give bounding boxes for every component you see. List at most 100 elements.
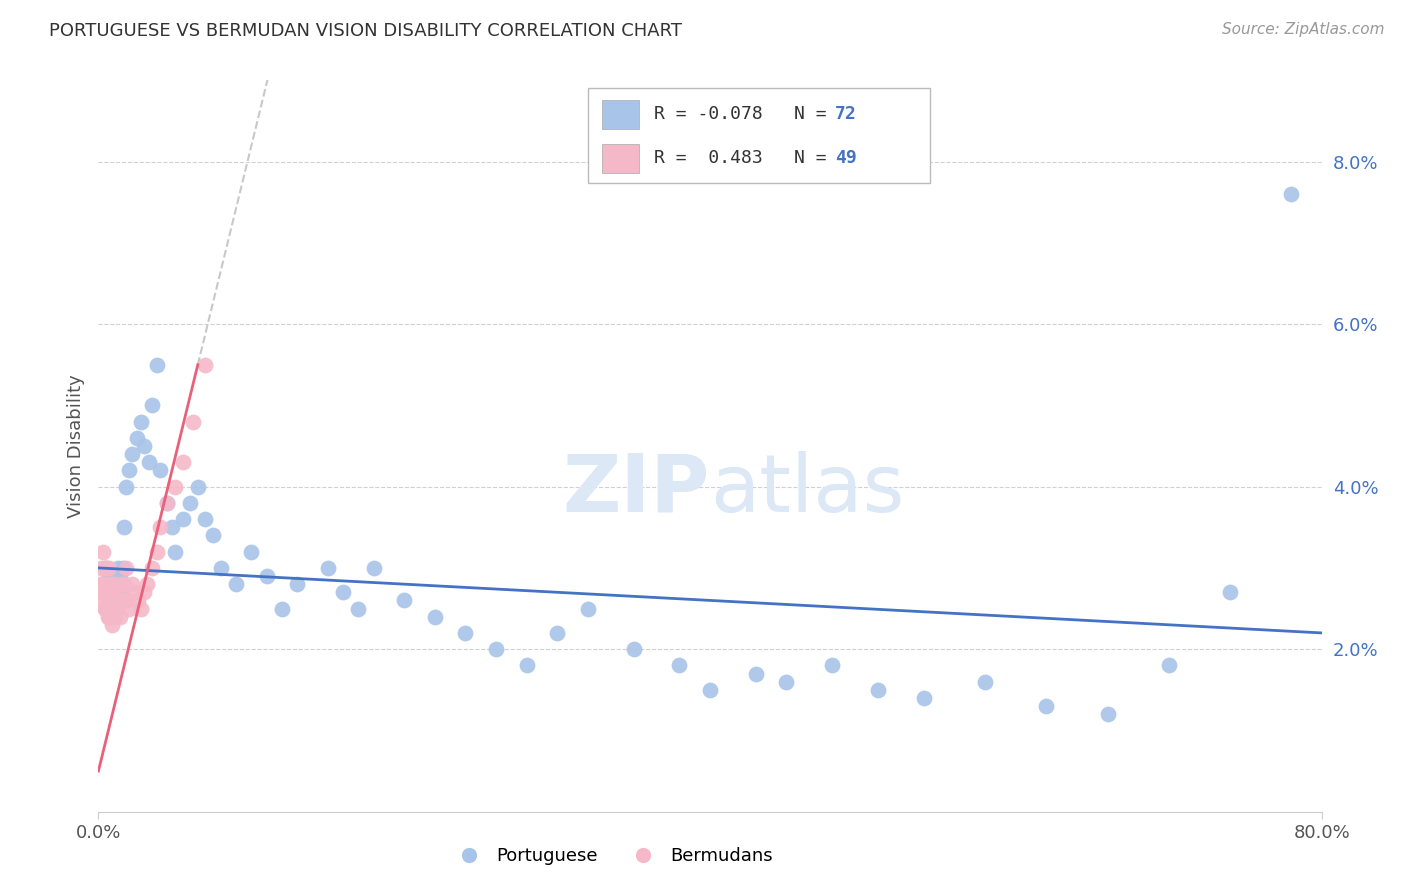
Point xyxy=(576,601,599,615)
Text: R =  0.483: R = 0.483 xyxy=(654,149,762,167)
Point xyxy=(97,593,120,607)
Point xyxy=(125,431,148,445)
Legend: Portuguese, Bermudans: Portuguese, Bermudans xyxy=(444,839,780,872)
Point xyxy=(141,398,163,412)
Point xyxy=(194,512,217,526)
Point xyxy=(104,593,127,607)
Point xyxy=(107,585,129,599)
Point xyxy=(112,520,135,534)
Point xyxy=(423,609,446,624)
Point xyxy=(89,577,111,591)
Point xyxy=(93,585,115,599)
Point xyxy=(145,358,167,372)
Point xyxy=(107,585,129,599)
Bar xyxy=(602,100,640,129)
Text: N =: N = xyxy=(794,105,838,123)
Point xyxy=(107,561,129,575)
Point xyxy=(516,658,538,673)
Point xyxy=(103,577,125,591)
Point xyxy=(485,642,508,657)
Point xyxy=(1157,658,1180,673)
Point xyxy=(974,674,997,689)
Point xyxy=(454,626,477,640)
Point xyxy=(699,682,721,697)
Point xyxy=(1219,585,1241,599)
Point xyxy=(111,593,134,607)
Point xyxy=(332,585,354,599)
Point xyxy=(98,561,121,575)
Point xyxy=(101,593,124,607)
Point xyxy=(98,609,121,624)
Point xyxy=(127,593,149,607)
Point xyxy=(101,617,124,632)
Point xyxy=(104,569,127,583)
Point xyxy=(90,585,112,599)
Text: 72: 72 xyxy=(835,105,856,123)
Point xyxy=(93,585,115,599)
Point xyxy=(111,561,134,575)
Point xyxy=(94,561,117,575)
Point xyxy=(129,415,152,429)
Point xyxy=(546,626,568,640)
Point xyxy=(103,601,125,615)
Point xyxy=(129,601,152,615)
Point xyxy=(108,609,131,624)
Point xyxy=(316,561,339,575)
Point xyxy=(91,544,114,558)
Point xyxy=(202,528,225,542)
Bar xyxy=(602,144,640,173)
Point xyxy=(149,520,172,534)
Point xyxy=(134,585,156,599)
Text: atlas: atlas xyxy=(710,450,904,529)
Point xyxy=(363,561,385,575)
Point xyxy=(134,439,156,453)
FancyBboxPatch shape xyxy=(588,87,931,183)
Point xyxy=(98,569,121,583)
Point xyxy=(91,593,114,607)
Point xyxy=(172,455,194,469)
Point xyxy=(110,577,132,591)
Point xyxy=(240,544,263,558)
Text: 49: 49 xyxy=(835,149,856,167)
Point xyxy=(121,447,143,461)
Point xyxy=(179,496,201,510)
Point xyxy=(145,544,167,558)
Point xyxy=(347,601,370,615)
Point xyxy=(100,577,122,591)
Point xyxy=(160,520,183,534)
Point xyxy=(1035,699,1057,714)
Point xyxy=(103,601,125,615)
Point xyxy=(105,601,128,615)
Point xyxy=(90,561,112,575)
Point xyxy=(91,577,114,591)
Point xyxy=(118,463,141,477)
Point xyxy=(97,577,120,591)
Point xyxy=(93,601,115,615)
Point xyxy=(163,480,186,494)
Point xyxy=(101,577,124,591)
Point xyxy=(1097,707,1119,722)
Point xyxy=(104,609,127,624)
Point xyxy=(156,496,179,510)
Point xyxy=(97,593,120,607)
Point xyxy=(912,690,935,705)
Point xyxy=(187,480,209,494)
Point xyxy=(108,569,131,583)
Point xyxy=(103,585,125,599)
Text: PORTUGUESE VS BERMUDAN VISION DISABILITY CORRELATION CHART: PORTUGUESE VS BERMUDAN VISION DISABILITY… xyxy=(49,22,682,40)
Point xyxy=(110,585,132,599)
Point xyxy=(98,585,121,599)
Point xyxy=(110,577,132,591)
Point xyxy=(141,561,163,575)
Point xyxy=(163,544,186,558)
Text: Source: ZipAtlas.com: Source: ZipAtlas.com xyxy=(1222,22,1385,37)
Text: ZIP: ZIP xyxy=(562,450,710,529)
Point xyxy=(94,601,117,615)
Point xyxy=(105,577,128,591)
Point xyxy=(115,480,138,494)
Point xyxy=(194,358,217,372)
Point xyxy=(156,496,179,510)
Point xyxy=(868,682,890,697)
Point xyxy=(149,463,172,477)
Point xyxy=(94,585,117,599)
